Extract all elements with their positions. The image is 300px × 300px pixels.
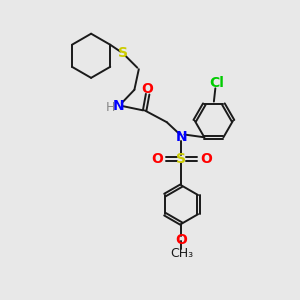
Text: O: O — [142, 82, 154, 96]
Text: N: N — [176, 130, 187, 144]
Text: O: O — [151, 152, 163, 166]
Text: N: N — [112, 99, 124, 113]
Text: O: O — [200, 152, 212, 166]
Text: S: S — [176, 152, 187, 166]
Text: Cl: Cl — [209, 76, 224, 90]
Text: CH₃: CH₃ — [170, 247, 193, 260]
Text: S: S — [118, 46, 128, 60]
Text: O: O — [176, 233, 188, 247]
Text: H: H — [106, 101, 116, 114]
